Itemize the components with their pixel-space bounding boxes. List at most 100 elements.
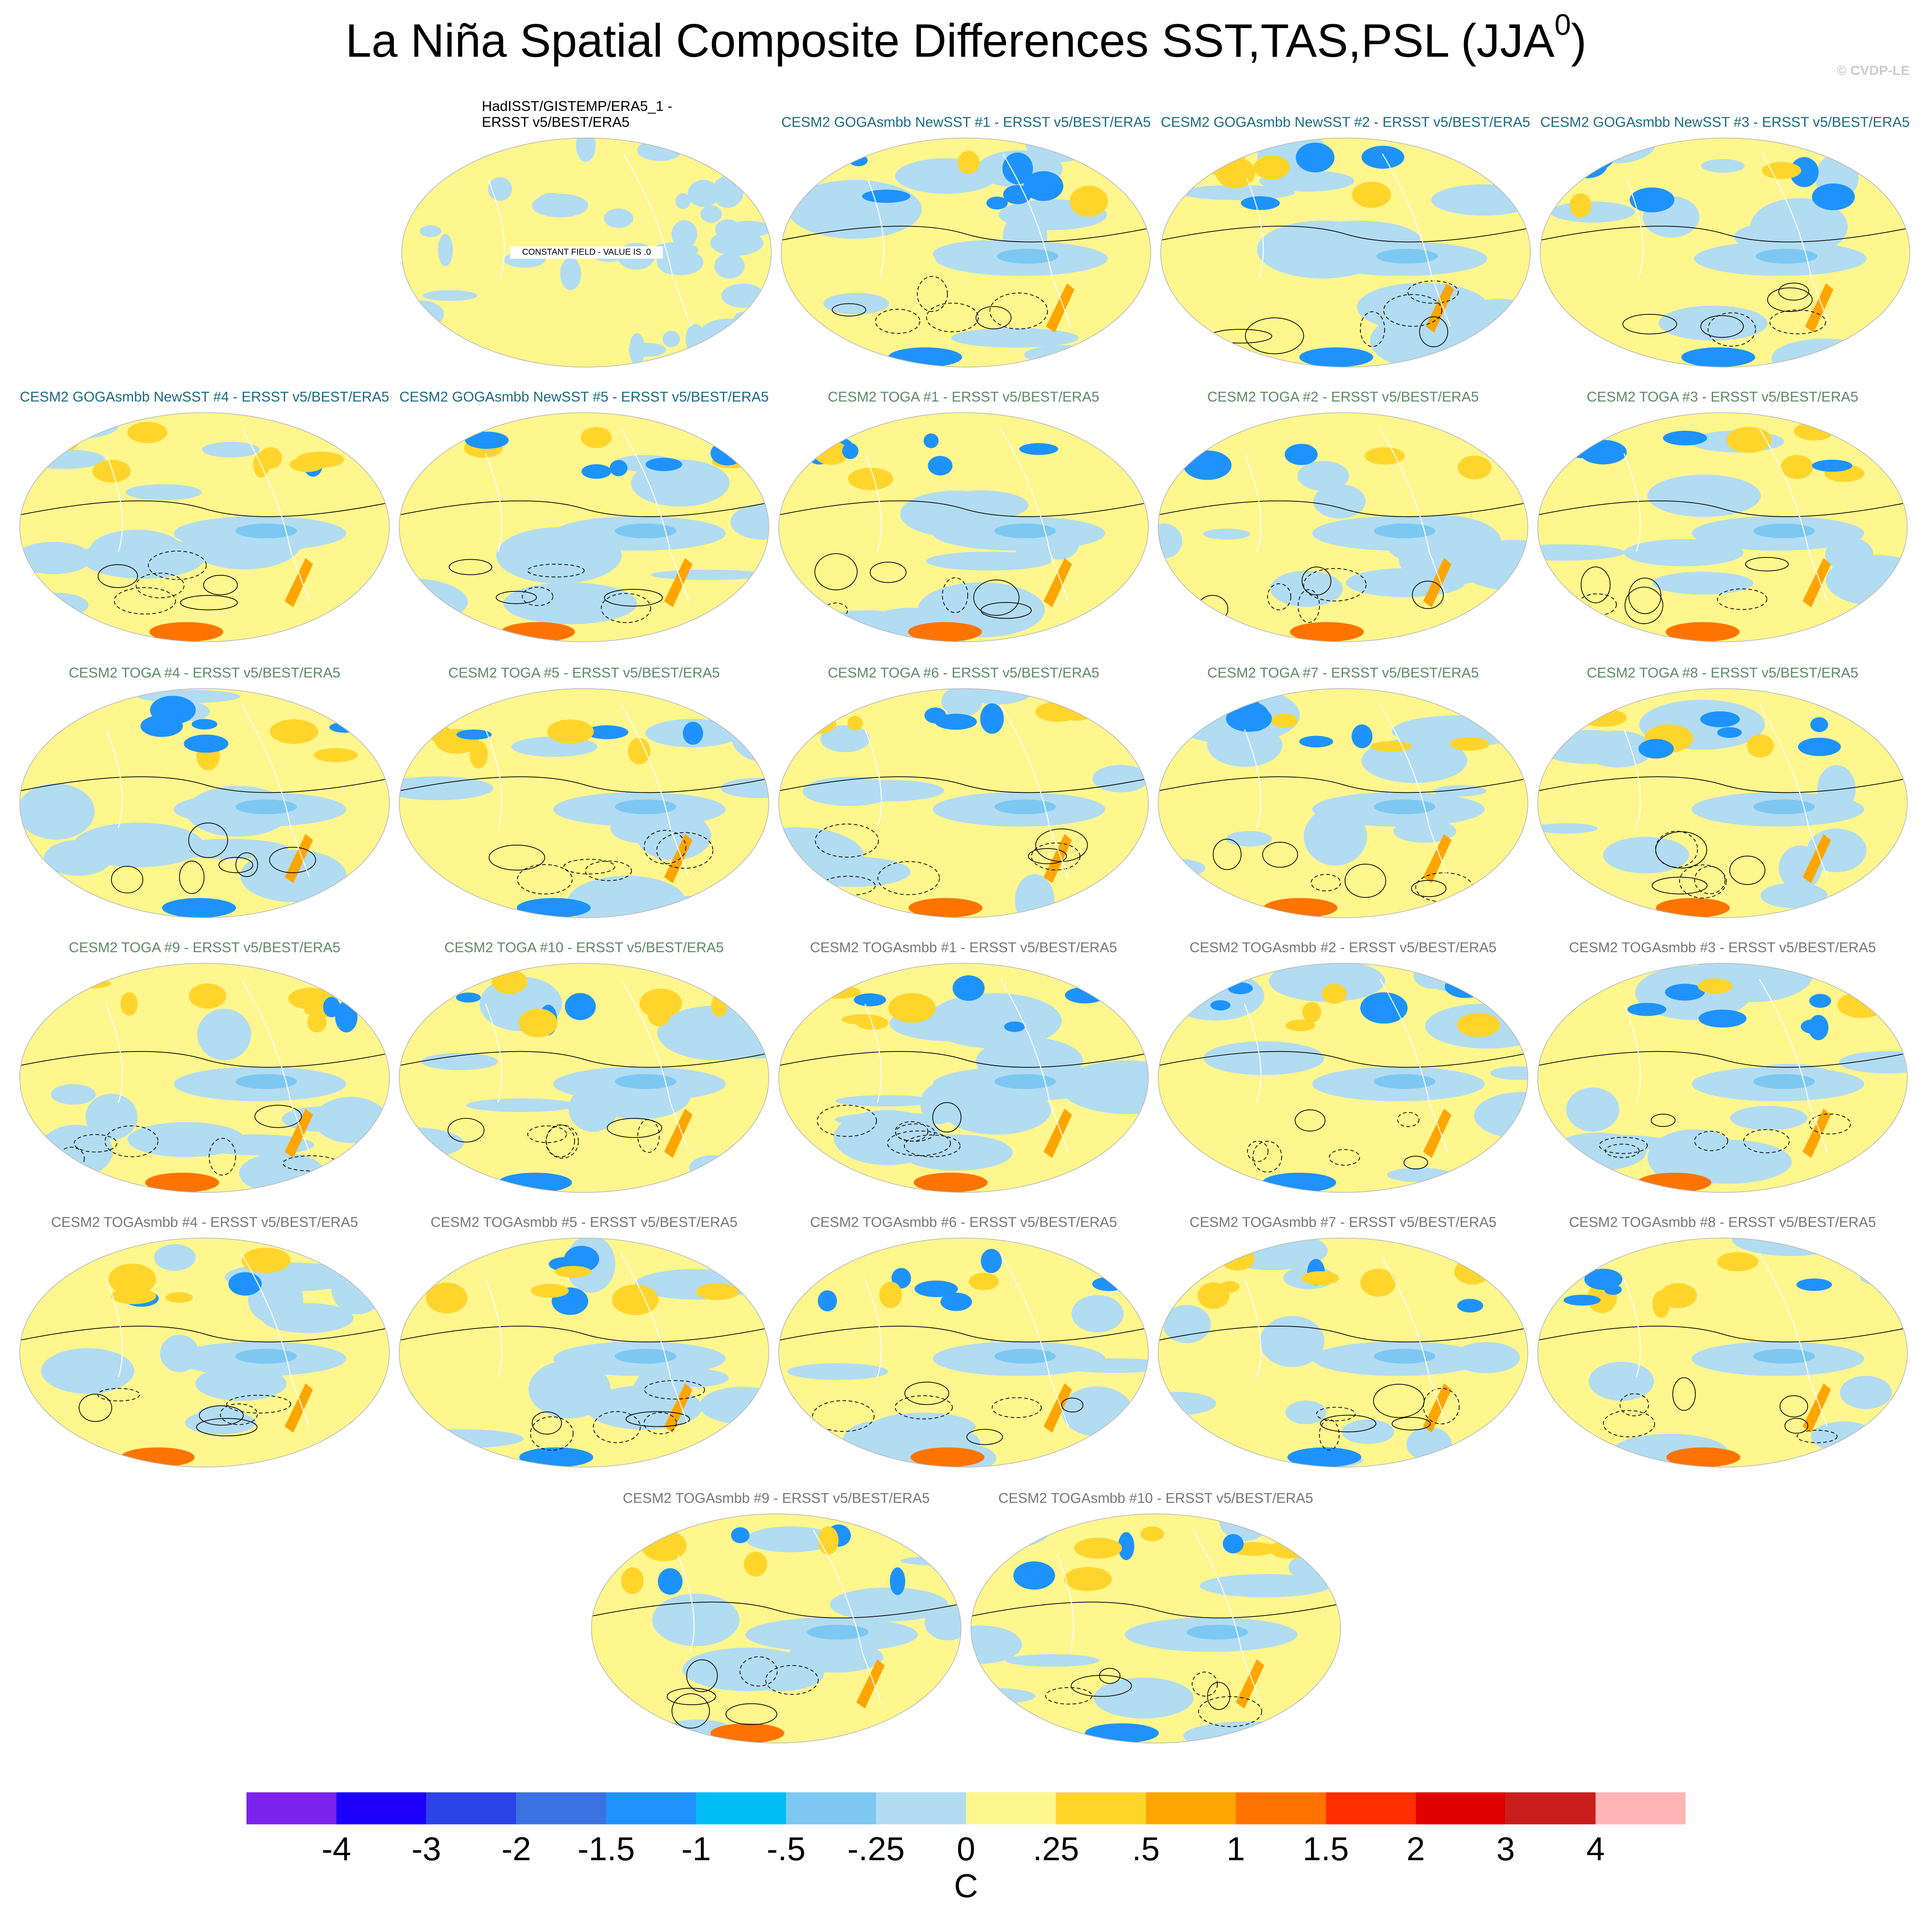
map-patch [24, 593, 89, 618]
panel: CESM2 GOGAsmbb NewSST #4 - ERSST v5/BEST… [19, 389, 390, 642]
map-patch [169, 839, 289, 859]
map-outline [19, 963, 390, 1193]
contour [563, 859, 615, 874]
colorbar-box [516, 1792, 606, 1824]
map-patch [288, 987, 334, 1010]
contour [1316, 1407, 1356, 1421]
panel: CESM2 TOGAsmbb #1 - ERSST v5/BEST/ERA5 [778, 940, 1149, 1193]
map-patch [1589, 1361, 1654, 1401]
contour [209, 1138, 236, 1176]
map-patch [555, 1266, 592, 1278]
contour [765, 1665, 819, 1695]
map-patch [228, 1272, 262, 1296]
contour [254, 1105, 302, 1128]
map-patch [1070, 186, 1108, 217]
contour [399, 1051, 769, 1068]
contour [779, 1051, 1149, 1068]
map-patch [1570, 142, 1615, 171]
map-patch [615, 523, 677, 538]
contour [980, 602, 1032, 619]
map-patch [1753, 523, 1815, 538]
contour [1412, 580, 1444, 609]
map-patch [235, 799, 297, 815]
map-patch [815, 985, 861, 999]
map-patch [1423, 834, 1452, 883]
map-patch [184, 734, 229, 753]
contour [725, 1703, 777, 1725]
contour [1743, 1129, 1790, 1153]
colorbar-label: 1.5 [1303, 1830, 1349, 1867]
panel: CESM2 TOGA #2 - ERSST v5/BEST/ERA5 [1158, 389, 1528, 642]
contour [779, 776, 1149, 793]
panel-title: CESM2 TOGAsmbb #10 - ERSST v5/BEST/ERA5 [998, 1491, 1313, 1506]
contour [1161, 226, 1530, 243]
map-patch [699, 318, 758, 352]
title-main: La Niña Spatial Composite Differences SS… [346, 14, 1555, 67]
map-patch [835, 1095, 938, 1107]
panel: CESM2 TOGAsmbb #5 - ERSST v5/BEST/ERA5 [399, 1215, 770, 1468]
panel: CESM2 TOGAsmbb #10 - ERSST v5/BEST/ERA5 [970, 1491, 1341, 1744]
colorbar-label: .5 [1132, 1830, 1160, 1867]
map-patch [732, 311, 753, 334]
map [1161, 138, 1530, 367]
map-patch [924, 433, 939, 448]
map-outline [1158, 1237, 1528, 1468]
map [781, 138, 1151, 367]
contour [1767, 287, 1813, 312]
panel: CESM2 GOGAsmbb NewSST #3 - ERSST v5/BEST… [1540, 115, 1910, 368]
map-patch [1064, 1567, 1112, 1591]
map-outline [591, 1513, 962, 1744]
map-patch [1271, 713, 1298, 728]
map-patch [1629, 187, 1674, 212]
map-patch [581, 427, 612, 448]
map-patch [125, 484, 202, 501]
map-patch [1140, 1526, 1164, 1542]
contour [671, 1693, 710, 1729]
contour [926, 303, 979, 332]
map-patch [560, 257, 581, 290]
contour [97, 1388, 140, 1402]
map-patch [1183, 1721, 1316, 1743]
map-patch [581, 464, 612, 479]
colorbar-box [1326, 1792, 1416, 1824]
contour [111, 866, 144, 894]
contour [656, 832, 714, 869]
map-patch [1190, 432, 1206, 452]
map-outline [781, 137, 1151, 368]
map-patch [711, 993, 728, 1017]
map-patch [576, 138, 596, 162]
map-patch [671, 220, 697, 248]
contour [1622, 314, 1677, 334]
map-patch [1302, 1002, 1321, 1023]
map-patch [1376, 249, 1438, 264]
map-patch [1203, 1041, 1325, 1075]
panel-title: CESM2 GOGAsmbb NewSST #2 - ERSST v5/BEST… [1161, 115, 1530, 130]
map-patch [1074, 1537, 1122, 1559]
contour [821, 876, 876, 896]
map-patch [1638, 739, 1674, 759]
map-patch [621, 1567, 644, 1594]
map-outline [1537, 963, 1908, 1193]
panel-title: CESM2 TOGAsmbb #5 - ERSST v5/BEST/ERA5 [431, 1215, 737, 1230]
contour [626, 1411, 690, 1427]
map-outline [399, 1237, 770, 1468]
map-patch [162, 898, 236, 918]
contour [917, 276, 948, 312]
map-patch [722, 141, 754, 160]
map-patch [1796, 1278, 1832, 1291]
colorbar-box [1146, 1792, 1236, 1824]
map-patch [313, 748, 358, 762]
map-patch [1365, 447, 1405, 465]
colorbar-label: .25 [1033, 1830, 1079, 1867]
panel-title: CESM2 TOGAsmbb #8 - ERSST v5/BEST/ERA5 [1569, 1215, 1876, 1230]
contour [532, 1411, 562, 1435]
map-patch [1627, 1003, 1666, 1016]
coastline [867, 153, 1071, 327]
map-patch [664, 1383, 693, 1433]
map-outline [778, 963, 1149, 1193]
map-patch [1374, 523, 1436, 538]
contour [942, 577, 968, 613]
panel-title: CESM2 TOGAsmbb #1 - ERSST v5/BEST/ERA5 [810, 940, 1117, 956]
map-patch [1005, 1654, 1099, 1667]
map [779, 688, 1149, 918]
